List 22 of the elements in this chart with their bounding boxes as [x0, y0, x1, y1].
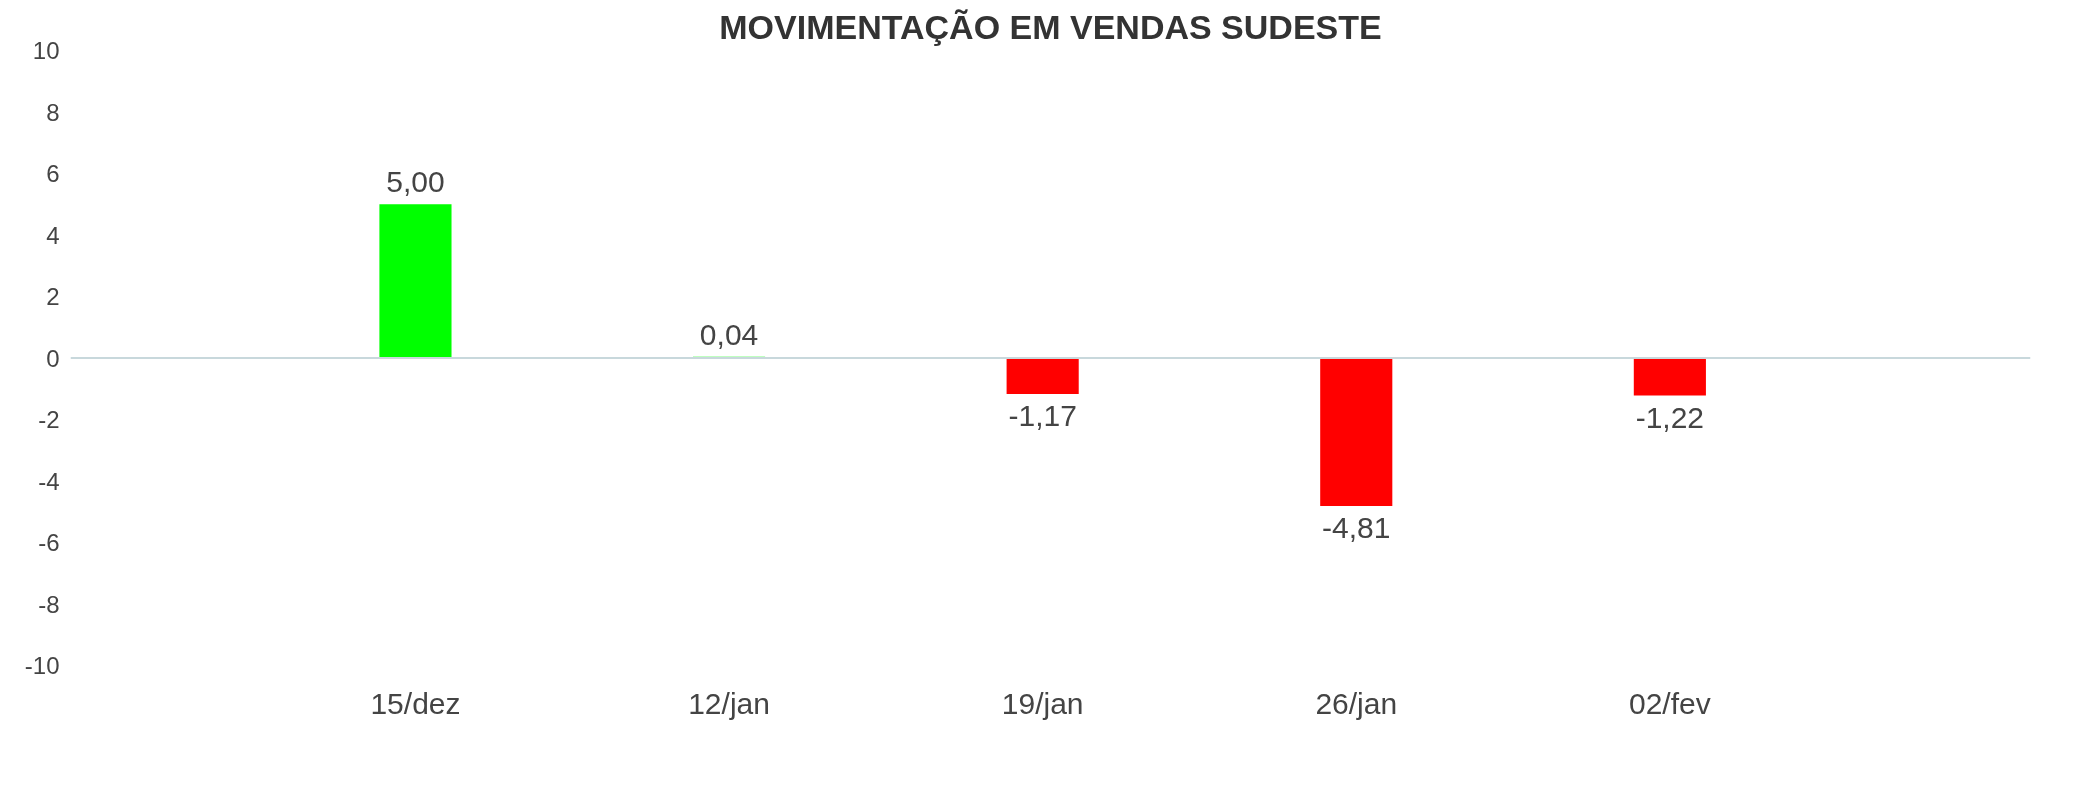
data-label: -4,81	[1322, 510, 1391, 544]
y-tick-label: 8	[46, 98, 60, 126]
y-tick-label: 2	[46, 283, 60, 310]
y-tick-label: -2	[38, 406, 60, 433]
y-tick-label: 0	[46, 344, 60, 372]
data-label: 0,04	[699, 317, 759, 351]
y-tick-label: -6	[38, 529, 60, 556]
x-tick-label: 26/jan	[1315, 686, 1398, 720]
y-tick-label: 6	[46, 160, 60, 187]
x-tick-label: 12/jan	[688, 686, 770, 720]
y-tick-label: -4	[38, 467, 60, 495]
data-label: 5,00	[386, 165, 445, 199]
data-label: -1,22	[1635, 400, 1705, 434]
x-tick-label: 02/fev	[1629, 686, 1711, 720]
x-tick-label: 15/dez	[370, 686, 461, 720]
y-tick-label: -10	[24, 652, 60, 679]
y-tick-label: 4	[46, 221, 60, 249]
y-tick-label: -8	[38, 590, 60, 618]
x-tick-label: 19/jan	[1001, 686, 1084, 720]
data-label: -1,17	[1008, 398, 1077, 432]
y-tick-label: 10	[32, 37, 60, 64]
chart-title: MOVIMENTAÇÃO EM VENDAS SUDESTE	[719, 7, 1382, 46]
